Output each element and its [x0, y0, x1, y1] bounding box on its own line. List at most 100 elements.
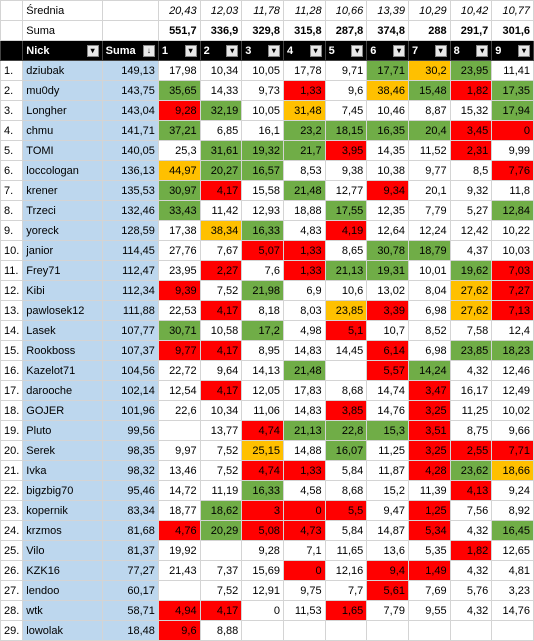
score-cell[interactable]: 20,4	[407, 120, 451, 141]
score-cell[interactable]: 8,5	[449, 160, 493, 181]
nick-cell[interactable]: krener	[22, 180, 103, 201]
rank-cell[interactable]: 19.	[0, 420, 24, 441]
score-cell[interactable]: 4,81	[491, 560, 534, 581]
sum-cell[interactable]: 141,71	[101, 120, 159, 141]
rank-cell[interactable]: 23.	[0, 500, 24, 521]
score-cell[interactable]: 12,64	[366, 220, 409, 241]
sum-cell[interactable]: 60,17	[101, 580, 159, 601]
score-cell[interactable]: 16,07	[324, 440, 368, 461]
score-cell[interactable]: 14,13	[241, 360, 284, 381]
sort-filter-icon[interactable]: ↓	[142, 44, 155, 57]
nick-cell[interactable]: KZK16	[22, 560, 103, 581]
rank-cell[interactable]: 9.	[0, 220, 24, 241]
score-cell[interactable]: 23,2	[282, 120, 326, 141]
round-header[interactable]: 1 ▾	[157, 40, 201, 61]
score-cell[interactable]: 11,06	[241, 400, 284, 421]
score-cell[interactable]: 6,98	[407, 300, 451, 321]
score-cell[interactable]: 6,98	[407, 340, 451, 361]
score-cell[interactable]: 0	[282, 560, 326, 581]
score-cell[interactable]: 11,41	[491, 60, 534, 81]
score-cell[interactable]: 15,58	[241, 180, 284, 201]
score-cell[interactable]: 19,62	[449, 260, 493, 281]
rank-cell[interactable]: 18.	[0, 400, 24, 421]
score-cell[interactable]: 3	[241, 500, 284, 521]
score-cell[interactable]: 1,33	[282, 80, 326, 101]
score-cell[interactable]: 4,32	[449, 560, 493, 581]
score-cell[interactable]: 18,77	[157, 500, 201, 521]
score-cell[interactable]: 9,24	[491, 480, 534, 501]
score-cell[interactable]: 9,97	[157, 440, 201, 461]
score-cell[interactable]: 0	[491, 120, 534, 141]
rank-cell[interactable]: 7.	[0, 180, 24, 201]
score-cell[interactable]: 10,02	[491, 400, 534, 421]
score-cell[interactable]: 4,76	[157, 520, 201, 541]
score-cell[interactable]: 12,54	[157, 380, 201, 401]
score-cell[interactable]: 9,66	[491, 420, 534, 441]
score-cell[interactable]: 9,73	[241, 80, 284, 101]
score-cell[interactable]: 21,7	[282, 140, 326, 161]
round-header[interactable]: 6 ▾	[366, 40, 409, 61]
score-cell[interactable]: 4,28	[407, 460, 451, 481]
suma-header[interactable]: Suma ↓	[101, 40, 159, 61]
score-cell[interactable]: 27,62	[449, 300, 493, 321]
nick-cell[interactable]: dziubak	[22, 60, 103, 81]
score-cell[interactable]: 11,87	[366, 460, 409, 481]
score-cell[interactable]: 20,27	[199, 160, 243, 181]
score-cell[interactable]: 1,25	[407, 500, 451, 521]
score-cell[interactable]: 11,42	[199, 200, 243, 221]
score-cell[interactable]: 30,71	[157, 320, 201, 341]
score-cell[interactable]: 15,2	[366, 480, 409, 501]
rank-cell[interactable]: 28.	[0, 600, 24, 621]
score-cell[interactable]: 5,34	[407, 520, 451, 541]
sum-cell[interactable]: 112,47	[101, 260, 159, 281]
score-cell[interactable]: 1,33	[282, 460, 326, 481]
score-cell[interactable]: 7,7	[324, 580, 368, 601]
nick-cell[interactable]: krzmos	[22, 520, 103, 541]
score-cell[interactable]: 14,74	[366, 380, 409, 401]
score-cell[interactable]: 7,56	[449, 500, 493, 521]
score-cell[interactable]: 4,32	[449, 520, 493, 541]
score-cell[interactable]: 16,1	[241, 120, 284, 141]
rank-cell[interactable]: 24.	[0, 520, 24, 541]
sum-cell[interactable]: 140,05	[101, 140, 159, 161]
score-cell[interactable]: 9,77	[407, 160, 451, 181]
nick-cell[interactable]: mu0dy	[22, 80, 103, 101]
score-cell[interactable]: 19,32	[241, 140, 284, 161]
sum-cell[interactable]: 143,04	[101, 100, 159, 121]
score-cell[interactable]: 14,76	[366, 400, 409, 421]
sum-cell[interactable]: 132,46	[101, 200, 159, 221]
score-cell[interactable]: 11,39	[407, 480, 451, 501]
score-cell[interactable]: 3,25	[407, 440, 451, 461]
score-cell[interactable]: 7,37	[199, 560, 243, 581]
rank-cell[interactable]: 25.	[0, 540, 24, 561]
score-cell[interactable]: 12,05	[241, 380, 284, 401]
round-header[interactable]: 8 ▾	[449, 40, 493, 61]
rank-cell[interactable]: 8.	[0, 200, 24, 221]
sum-cell[interactable]: 102,14	[101, 380, 159, 401]
score-cell[interactable]: 3,95	[324, 140, 368, 161]
nick-cell[interactable]: pawlosek12	[22, 300, 103, 321]
score-cell[interactable]: 9,38	[324, 160, 368, 181]
score-cell[interactable]: 5,57	[366, 360, 409, 381]
score-cell[interactable]: 10,6	[324, 280, 368, 301]
score-cell[interactable]	[199, 540, 243, 561]
round-header[interactable]: 7 ▾	[407, 40, 451, 61]
score-cell[interactable]	[324, 360, 368, 381]
sum-cell[interactable]: 111,88	[101, 300, 159, 321]
score-cell[interactable]: 7,27	[491, 280, 534, 301]
score-cell[interactable]: 10,34	[199, 60, 243, 81]
score-cell[interactable]: 22,8	[324, 420, 368, 441]
score-cell[interactable]: 10,05	[241, 60, 284, 81]
sum-cell[interactable]: 107,77	[101, 320, 159, 341]
score-cell[interactable]: 3,23	[491, 580, 534, 601]
nick-cell[interactable]: lowolak	[22, 620, 103, 641]
score-cell[interactable]: 5,5	[324, 500, 368, 521]
score-cell[interactable]: 6,14	[366, 340, 409, 361]
score-cell[interactable]: 16,17	[449, 380, 493, 401]
score-cell[interactable]: 31,48	[282, 100, 326, 121]
score-cell[interactable]: 9,47	[366, 500, 409, 521]
nick-cell[interactable]: Longher	[22, 100, 103, 121]
score-cell[interactable]: 5,84	[324, 460, 368, 481]
score-cell[interactable]: 10,34	[199, 400, 243, 421]
score-cell[interactable]: 23,95	[157, 260, 201, 281]
